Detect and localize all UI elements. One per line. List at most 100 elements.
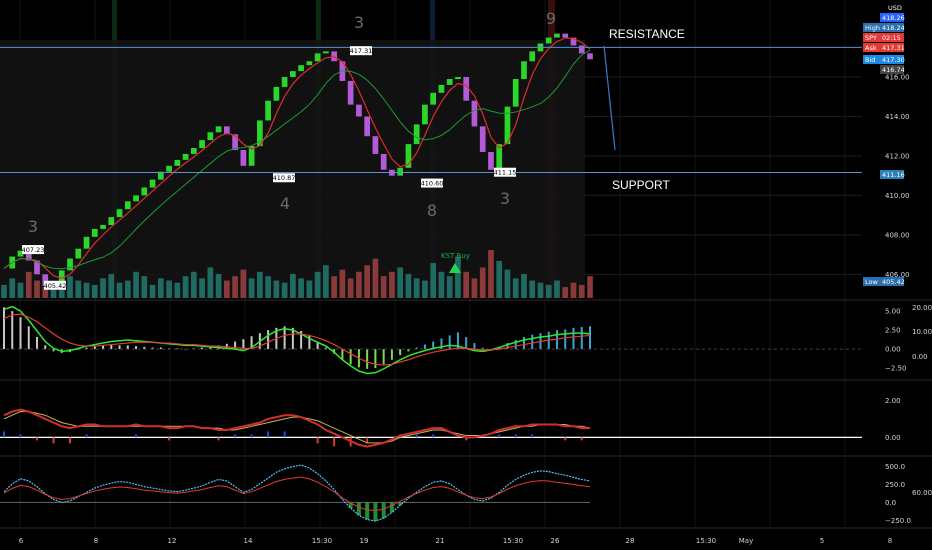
histogram-bar bbox=[399, 349, 402, 356]
histogram-bar bbox=[184, 349, 187, 350]
time-axis[interactable]: 6 8 12 14 15:30 19 21 15:30 26 28 15:30 May 5 8 bbox=[19, 537, 892, 545]
price-candle bbox=[265, 100, 271, 121]
price-candle bbox=[405, 144, 412, 168]
histogram-bar bbox=[465, 336, 468, 350]
histogram-bar bbox=[366, 437, 369, 444]
histogram-bar bbox=[168, 437, 171, 441]
price-candle bbox=[356, 104, 362, 117]
price-point-label: 411.15 bbox=[494, 167, 516, 177]
kst-buy-label: KST Buy bbox=[441, 252, 470, 260]
price-point-label-text: 410.87 bbox=[273, 174, 296, 182]
histogram-bar bbox=[580, 437, 583, 441]
volume-bar bbox=[273, 280, 280, 298]
price-tag-label-box bbox=[863, 33, 880, 42]
histogram-bar bbox=[234, 434, 237, 438]
price-candle bbox=[413, 124, 420, 145]
price-candle bbox=[207, 132, 214, 141]
volume-bar bbox=[207, 267, 214, 298]
price-candle bbox=[17, 250, 24, 257]
price-candle bbox=[124, 201, 131, 210]
histogram-bar bbox=[242, 339, 245, 350]
price-tag-label-box bbox=[863, 23, 880, 32]
oscillator-tick-label: −2.50 bbox=[885, 365, 906, 373]
oscillator-panel-3 bbox=[0, 464, 591, 522]
oscillator-tick-label: 500.0 bbox=[885, 463, 905, 471]
histogram-bar bbox=[151, 347, 154, 350]
histogram-bar bbox=[373, 502, 378, 521]
volume-bar bbox=[281, 282, 288, 298]
price-tag-value-box bbox=[880, 43, 904, 52]
volume-bar bbox=[479, 267, 486, 298]
volume-bar bbox=[430, 263, 437, 298]
volume-bar bbox=[257, 271, 263, 298]
volume-bar bbox=[67, 276, 73, 298]
histogram-bar bbox=[250, 336, 253, 350]
price-candle bbox=[455, 77, 461, 79]
support-label: SUPPORT bbox=[612, 178, 670, 192]
oscillator-right-tick-label: 10.00 bbox=[912, 328, 932, 336]
time-tick-label: 15:30 bbox=[503, 537, 523, 545]
price-candle bbox=[422, 104, 428, 125]
price-candle bbox=[83, 236, 90, 249]
price-candle bbox=[25, 250, 32, 261]
price-candle bbox=[42, 274, 49, 287]
price-tag-value: 418.24 bbox=[882, 24, 905, 32]
price-candle bbox=[512, 79, 519, 107]
volume-bar bbox=[554, 280, 560, 298]
histogram-bar bbox=[300, 330, 303, 350]
shaded-range bbox=[0, 40, 585, 298]
time-tick-label: 5 bbox=[820, 537, 824, 545]
histogram-bar bbox=[398, 502, 403, 506]
histogram-bar bbox=[209, 346, 212, 350]
volume-bar bbox=[488, 250, 494, 298]
price-candle bbox=[471, 100, 478, 127]
volume-bar bbox=[331, 276, 337, 298]
histogram-bar bbox=[572, 327, 575, 350]
price-axis[interactable]: 5.00 2.50 0.00 −2.50 20.00 10.00 0.00 2.00 0.00 5… bbox=[885, 74, 932, 525]
histogram-bar bbox=[498, 434, 501, 438]
price-candle bbox=[199, 140, 205, 149]
histogram-bar bbox=[135, 346, 138, 350]
price-point-label-text: 405.42 bbox=[44, 282, 67, 290]
signal-line bbox=[3, 476, 591, 512]
price-candle bbox=[290, 71, 296, 78]
price-candle bbox=[91, 228, 98, 237]
histogram-bar bbox=[341, 349, 344, 360]
price-tag-label: SPY bbox=[865, 34, 877, 42]
price-candle bbox=[380, 153, 387, 170]
oscillator-right-tick-label: 20.00 bbox=[912, 304, 932, 312]
histogram-bar bbox=[531, 434, 534, 438]
price-tag-value: 02:15 bbox=[882, 34, 901, 42]
count-label: 9 bbox=[546, 9, 556, 28]
histogram-bar bbox=[234, 341, 237, 350]
price-point-label-text: 417.31 bbox=[350, 47, 373, 55]
price-point-label-box bbox=[494, 167, 516, 177]
oscillator-tick-label: 0.00 bbox=[885, 434, 901, 442]
oscillator-tick-label: 2.00 bbox=[885, 397, 901, 405]
histogram-bar bbox=[349, 349, 352, 365]
fast-line bbox=[3, 305, 591, 375]
histogram-bar bbox=[3, 307, 5, 350]
histogram-bar bbox=[514, 340, 517, 350]
histogram-bar bbox=[440, 338, 443, 350]
price-point-label-box bbox=[22, 245, 44, 255]
volume-bar bbox=[314, 271, 321, 298]
histogram-bar bbox=[522, 336, 525, 350]
price-candle bbox=[587, 53, 593, 60]
fast-average-line bbox=[3, 37, 591, 279]
histogram-bar bbox=[11, 311, 14, 350]
price-tick-label: 414.00 bbox=[885, 113, 910, 121]
volume-bar bbox=[190, 271, 197, 298]
oscillator-panel-1 bbox=[0, 305, 862, 375]
volume-bar bbox=[537, 282, 544, 298]
histogram-bar bbox=[85, 347, 88, 350]
buy-arrow-icon bbox=[449, 263, 461, 273]
histogram-bar bbox=[481, 347, 484, 350]
histogram-bar bbox=[52, 437, 55, 444]
price-tick-label: 410.00 bbox=[885, 192, 910, 200]
price-candle bbox=[232, 134, 238, 151]
price-point-labels: 407.23 405.42 410.87 417.31 410.60 411.15 bbox=[22, 46, 516, 290]
volume-bar bbox=[116, 282, 123, 298]
histogram-bar bbox=[564, 329, 567, 350]
